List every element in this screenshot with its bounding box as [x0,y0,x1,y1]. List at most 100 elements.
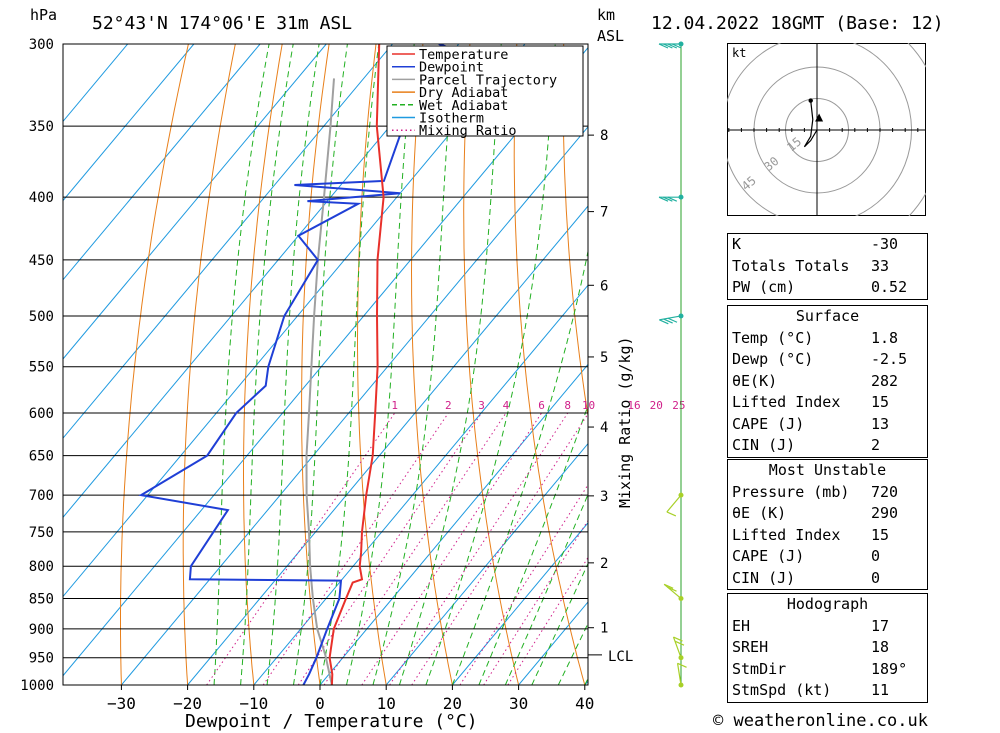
pressure-tick-label: 500 [29,309,54,325]
param-label: StmSpd (kt) [732,681,832,699]
wind-barb [672,636,685,661]
param-value: 33 [871,256,890,275]
wind-barb [663,583,684,601]
dry-adiabat-line [243,44,283,685]
mixing-ratio-line [297,412,482,685]
param-row: CIN (J) 0 [728,568,927,590]
param-row: CIN (J) 2 [728,435,927,457]
param-row: CAPE (J) 0 [728,546,927,568]
wet-adiabat-line [213,44,270,685]
surface-title: Surface [795,307,860,325]
param-value: 0 [871,568,881,587]
param-value: -2.5 [871,350,908,368]
param-value: 13 [871,414,890,433]
pressure-tick-label: 700 [29,488,54,504]
pressure-tick-label: 950 [29,651,54,667]
param-row: K -30 [728,234,927,256]
param-value: 2 [871,436,881,454]
barb-feather [667,586,677,592]
hodograph-params-title: Hodograph [786,595,869,613]
legend-box [386,45,584,137]
asl-unit: ASL [597,27,624,45]
mixing-ratio-line [361,412,542,685]
wet-adiabat-line [504,493,588,685]
km-tick-label: 8 [600,128,608,144]
legend-label: Isotherm [419,111,484,127]
barb-feather [667,43,678,49]
wind-barb [676,662,687,688]
credit-link[interactable]: © weatheronline.co.uk [713,711,928,731]
barb-shaft [672,636,682,658]
mixing-ratio-line [262,412,449,685]
pressure-tick-label: 350 [29,119,54,135]
isotherm-line [63,44,327,360]
param-value: 282 [871,371,899,390]
param-row: θE(K) 282 [728,371,927,393]
km-tick-label: 4 [600,420,608,436]
wet-adiabat-line [531,562,588,685]
barb-feather [666,511,677,517]
temperature-series [328,44,385,685]
param-label: SREH [732,638,769,656]
wet-adiabat-line [346,44,415,685]
wind-barbs [658,41,687,688]
datetime-title: 12.04.2022 18GMT (Base: 12) [651,13,944,34]
barb-feather [663,318,673,324]
isotherm-line [63,44,393,439]
param-row: EH 17 [728,616,927,638]
pressure-tick-label: 900 [29,622,54,638]
legend-label: Mixing Ratio [419,123,517,139]
pressure-tick-label: 600 [29,406,54,422]
x-tick-label: 10 [377,694,396,713]
barb-feather [658,43,669,49]
mixing-ratio-label: 3 [478,399,485,412]
x-tick-label: 40 [575,694,594,713]
barb-shaft [666,494,682,513]
isobars [63,43,588,686]
km-tick-label: 3 [600,489,608,505]
param-row: StmSpd (kt) 11 [728,680,927,702]
param-label: Lifted Index [732,393,841,411]
x-tick-label: 30 [509,694,528,713]
isotherm-line [63,44,526,598]
param-row: PW (cm) 0.52 [728,277,927,299]
param-row: StmDir 189° [728,659,927,681]
wet-adiabat-line [240,44,294,685]
hodograph-trace [803,100,818,148]
km-tick-label: 2 [600,556,608,572]
mixing-ratio-label: 20 [650,399,663,412]
plot-frame [62,43,589,686]
wet-adiabat-line [398,44,502,685]
profiles [138,44,468,685]
x-tick-label: −30 [107,694,136,713]
pressure-tick-label: 650 [29,449,54,465]
isotherm-line [452,522,588,685]
param-value: -30 [871,235,899,253]
param-value: 17 [871,616,890,635]
pressure-tick-label: 800 [29,559,54,575]
mixing-ratio-line [323,412,507,685]
param-value: 15 [871,393,890,411]
barb-shaft [676,663,682,686]
wind-barb [666,492,684,517]
param-label: Lifted Index [732,525,841,544]
barb-feather [667,317,678,323]
param-value: 15 [871,525,890,544]
mixing-ratio-label: 6 [538,399,545,412]
wet-adiabat-line [478,404,588,685]
pressure-tick-label: 300 [29,37,54,53]
km-tick-label: 5 [600,350,608,366]
param-label: EH [732,616,751,635]
dry-adiabat-line [939,44,1000,685]
param-row: CAPE (J) 13 [728,414,927,436]
wind-barb [658,41,684,49]
barb-feather [659,319,669,325]
mixing-ratio-line [507,556,588,685]
param-label: K [732,235,742,253]
km-tick-label: 7 [600,205,608,221]
barb-feather [671,43,682,49]
wind-barb [658,194,684,202]
x-tick-label: −20 [173,694,202,713]
